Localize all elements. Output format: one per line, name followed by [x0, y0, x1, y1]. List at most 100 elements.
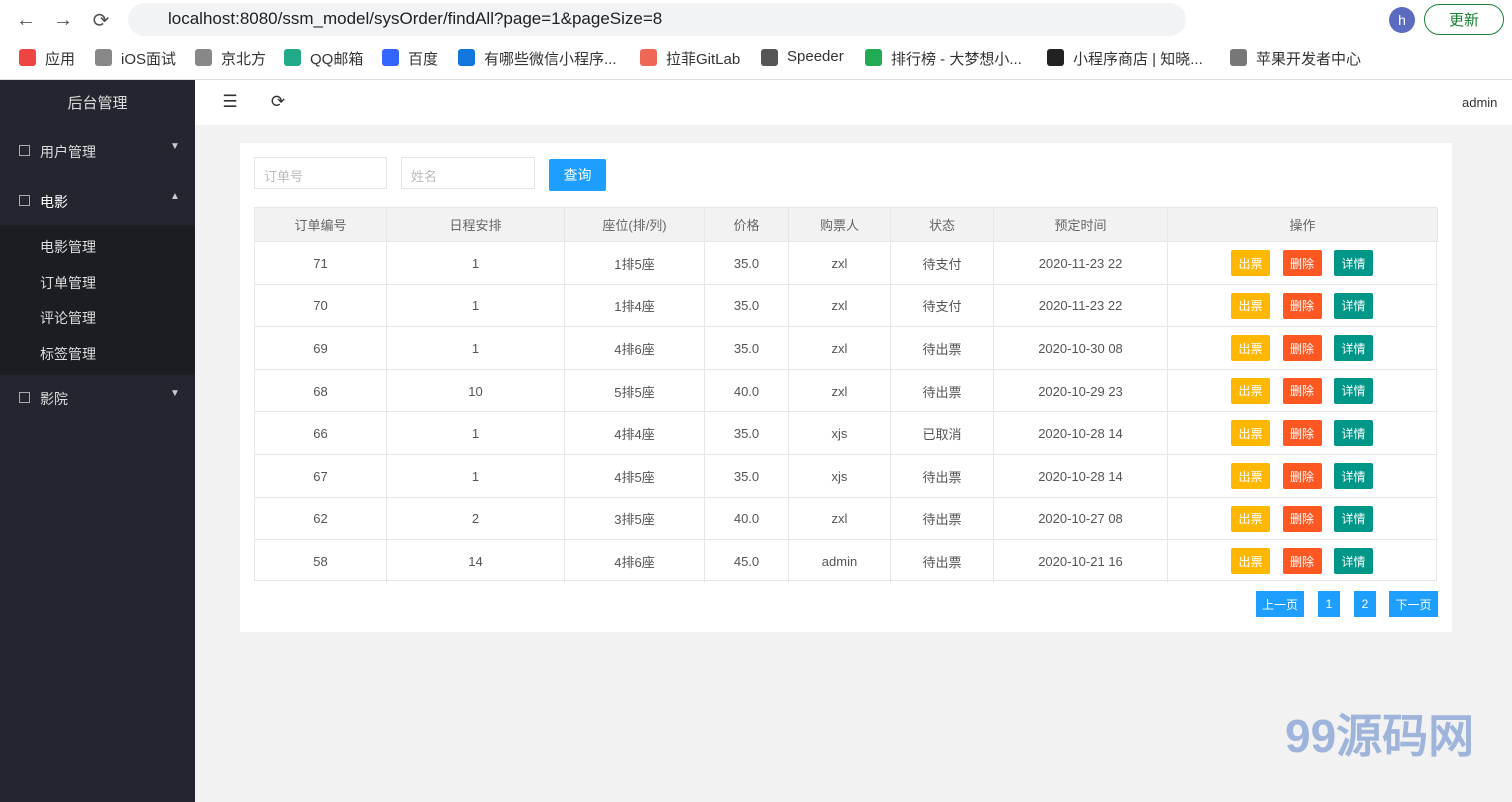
cell: 1 [387, 284, 565, 328]
bookmark-icon[interactable] [761, 49, 778, 66]
search-input[interactable]: 姓名 [401, 157, 535, 189]
cell: 待出票 [891, 497, 994, 541]
cell: 40.0 [705, 369, 789, 413]
search-button[interactable]: 查询 [549, 159, 606, 191]
update-button[interactable]: 更新 [1424, 4, 1504, 35]
action-button[interactable]: 删除 [1282, 250, 1322, 276]
bookmark[interactable]: QQ邮箱 [310, 51, 364, 68]
action-button[interactable]: 删除 [1282, 505, 1322, 532]
action-button[interactable]: 出票 [1231, 250, 1270, 276]
cell: 35.0 [705, 412, 789, 455]
refresh[interactable]: ⟳ [270, 92, 286, 111]
action-button[interactable]: 详情 [1334, 463, 1373, 489]
bookmark-icon[interactable] [458, 49, 475, 66]
action-button[interactable]: 详情 [1334, 377, 1373, 404]
submenu-item[interactable]: 标签管理 [40, 345, 96, 362]
bookmark[interactable]: 百度 [408, 51, 439, 68]
address-bar[interactable] [128, 3, 1186, 36]
action-button[interactable]: 详情 [1334, 420, 1373, 447]
table-row: 68 10 5排5座 40.0 zxl 待出票 2020-10-29 23 出票 删除 详情 [255, 368, 1438, 413]
action-button[interactable]: 删除 [1282, 377, 1322, 404]
menu-arrow: ▲ [170, 191, 180, 202]
action-button[interactable]: 出票 [1231, 420, 1270, 447]
bookmark[interactable]: 京北方 [221, 51, 267, 68]
cell: 2020-10-21 16 [994, 540, 1168, 583]
bookmark-icon[interactable] [640, 49, 657, 66]
menu-icon [19, 392, 30, 403]
action-button[interactable]: 详情 [1334, 548, 1373, 575]
page-button[interactable]: 2 [1354, 591, 1376, 617]
submenu-item[interactable]: 订单管理 [40, 274, 96, 291]
action-button[interactable]: 出票 [1231, 292, 1270, 319]
nav-button[interactable]: ← [16, 8, 36, 31]
cell: 14 [387, 540, 565, 583]
action-button[interactable]: 出票 [1231, 463, 1270, 489]
bookmark[interactable]: 苹果开发者中心 [1256, 51, 1362, 68]
bookmark-icon[interactable] [865, 49, 882, 66]
action-button[interactable]: 详情 [1334, 292, 1373, 319]
bookmark-icon[interactable] [1230, 49, 1247, 66]
cell: 1排4座 [565, 284, 705, 328]
table-row: 70 1 1排4座 35.0 zxl 待支付 2020-11-23 22 出票 删除 详情 [255, 283, 1438, 328]
bookmark-icon[interactable] [382, 49, 399, 66]
cell: 2 [387, 497, 565, 541]
search-input[interactable]: 订单号 [254, 157, 387, 189]
menu-item[interactable]: 电影 [40, 194, 68, 210]
bookmark-icon[interactable] [284, 49, 301, 66]
bookmark[interactable]: 应用 [45, 51, 76, 68]
action-button[interactable]: 详情 [1334, 335, 1373, 362]
placeholder: 订单号 [264, 169, 304, 184]
bookmark[interactable]: 排行榜 - 大梦想小... [891, 51, 1022, 68]
menu-toggle[interactable]: ☰ [222, 92, 238, 111]
cell: 2020-10-29 23 [994, 369, 1168, 413]
submenu-item[interactable]: 电影管理 [40, 239, 96, 255]
page-button[interactable]: 上一页 [1256, 591, 1304, 617]
sidebar-title: 后台管理 [67, 95, 128, 112]
page-button[interactable]: 1 [1318, 591, 1340, 617]
nav-button[interactable]: → [53, 8, 73, 31]
action-button[interactable]: 删除 [1282, 420, 1322, 447]
bookmark[interactable]: Speeder [787, 48, 844, 65]
action-button[interactable]: 删除 [1282, 548, 1322, 575]
action-button[interactable]: 详情 [1334, 505, 1373, 532]
action-button[interactable]: 出票 [1231, 548, 1270, 575]
action-button[interactable]: 出票 [1231, 335, 1270, 362]
bookmark-icon[interactable] [19, 49, 36, 66]
column-header: 日程安排 [387, 208, 565, 241]
cell: 66 [255, 412, 387, 455]
bookmark[interactable]: 有哪些微信小程序... [484, 51, 617, 68]
cell: 4排6座 [565, 540, 705, 583]
bookmark[interactable]: 小程序商店 | 知晓... [1073, 51, 1203, 68]
cell: 2020-10-30 08 [994, 327, 1168, 370]
action-button[interactable]: 删除 [1282, 335, 1322, 362]
action-button[interactable]: 删除 [1282, 463, 1322, 489]
menu-item[interactable]: 用户管理 [40, 144, 96, 160]
cell: 3排5座 [565, 497, 705, 541]
header [195, 80, 1512, 125]
avatar[interactable]: h [1389, 7, 1415, 33]
cell: 5排5座 [565, 369, 705, 413]
action-button[interactable]: 出票 [1231, 377, 1270, 404]
bookmark-icon[interactable] [195, 49, 212, 66]
cell: 待出票 [891, 540, 994, 583]
action-button[interactable]: 详情 [1334, 250, 1373, 276]
menu-item[interactable]: 影院 [40, 391, 68, 407]
action-button[interactable]: 出票 [1231, 505, 1270, 532]
action-button[interactable]: 删除 [1282, 292, 1322, 319]
cell: xjs [789, 412, 891, 455]
bookmark-icon[interactable] [1047, 49, 1064, 66]
cell: 69 [255, 327, 387, 370]
page-button[interactable]: 下一页 [1389, 591, 1438, 617]
column-header: 操作 [1168, 208, 1438, 241]
bookmark[interactable]: iOS面试 [121, 51, 177, 68]
cell: 1 [387, 455, 565, 498]
cell: 待出票 [891, 369, 994, 413]
user-name[interactable]: admin [1462, 95, 1498, 110]
cell: 40.0 [705, 497, 789, 541]
cell: 71 [255, 242, 387, 285]
bookmark[interactable]: 拉菲GitLab [666, 51, 741, 68]
bookmark-icon[interactable] [95, 49, 112, 66]
nav-button[interactable]: ⟳ [92, 9, 110, 32]
submenu-item[interactable]: 评论管理 [40, 310, 96, 326]
cell: 35.0 [705, 327, 789, 370]
